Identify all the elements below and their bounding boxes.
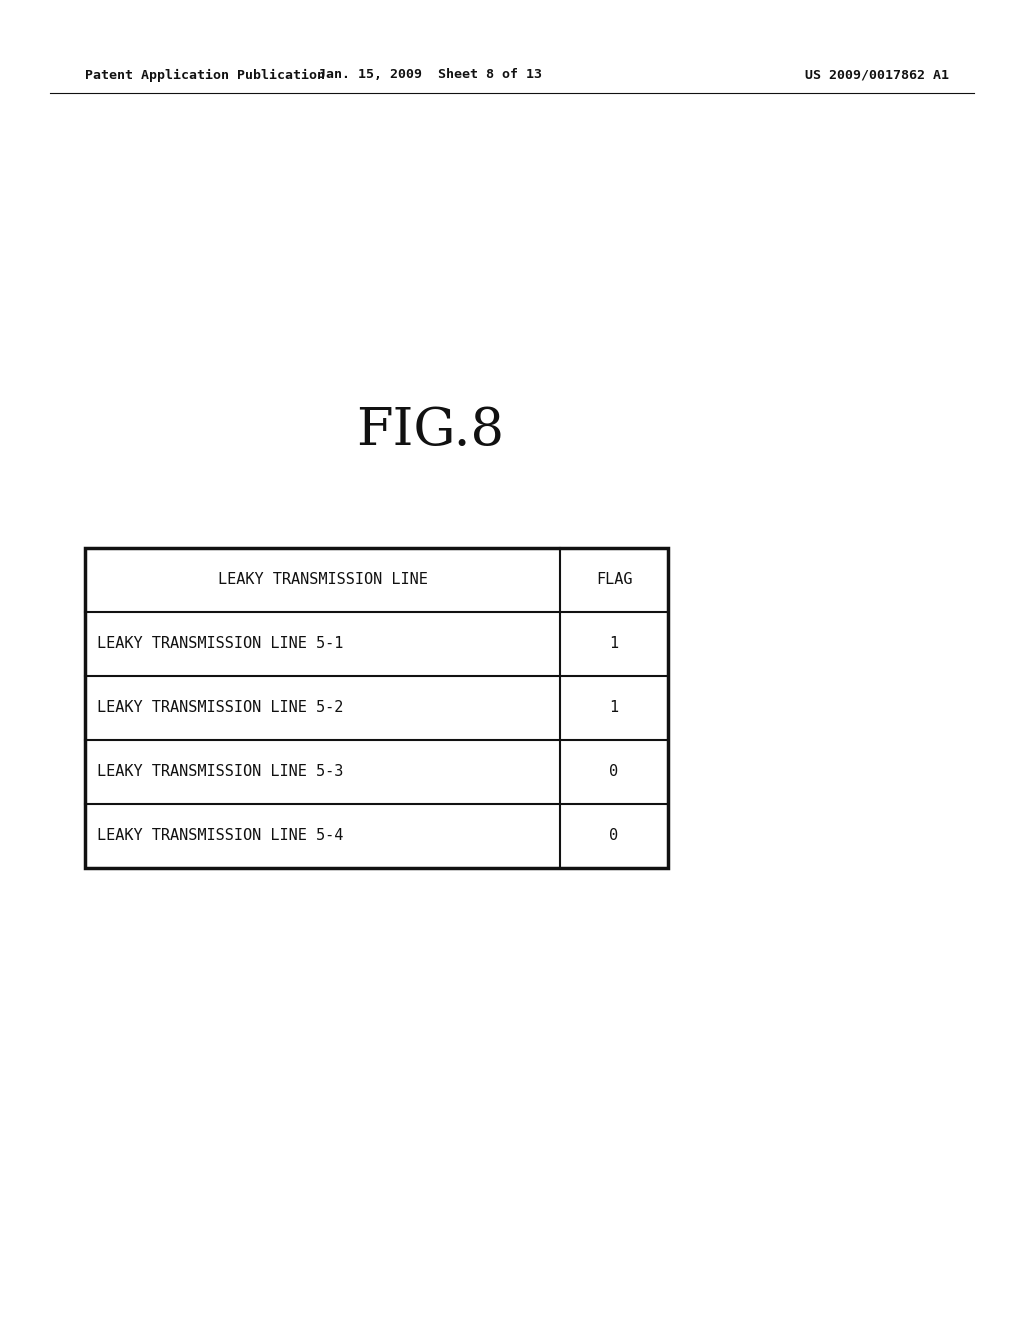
Text: LEAKY TRANSMISSION LINE 5-2: LEAKY TRANSMISSION LINE 5-2 <box>97 701 343 715</box>
Text: FIG.8: FIG.8 <box>356 404 504 455</box>
Text: Jan. 15, 2009  Sheet 8 of 13: Jan. 15, 2009 Sheet 8 of 13 <box>318 69 542 82</box>
Text: Patent Application Publication: Patent Application Publication <box>85 69 325 82</box>
Text: US 2009/0017862 A1: US 2009/0017862 A1 <box>805 69 949 82</box>
Text: 1: 1 <box>609 636 618 652</box>
Text: LEAKY TRANSMISSION LINE: LEAKY TRANSMISSION LINE <box>217 573 427 587</box>
Text: 0: 0 <box>609 764 618 780</box>
Text: 1: 1 <box>609 701 618 715</box>
Text: LEAKY TRANSMISSION LINE 5-1: LEAKY TRANSMISSION LINE 5-1 <box>97 636 343 652</box>
Text: LEAKY TRANSMISSION LINE 5-3: LEAKY TRANSMISSION LINE 5-3 <box>97 764 343 780</box>
Bar <box>85 548 668 869</box>
Text: 0: 0 <box>609 829 618 843</box>
Text: LEAKY TRANSMISSION LINE 5-4: LEAKY TRANSMISSION LINE 5-4 <box>97 829 343 843</box>
Text: FLAG: FLAG <box>596 573 632 587</box>
